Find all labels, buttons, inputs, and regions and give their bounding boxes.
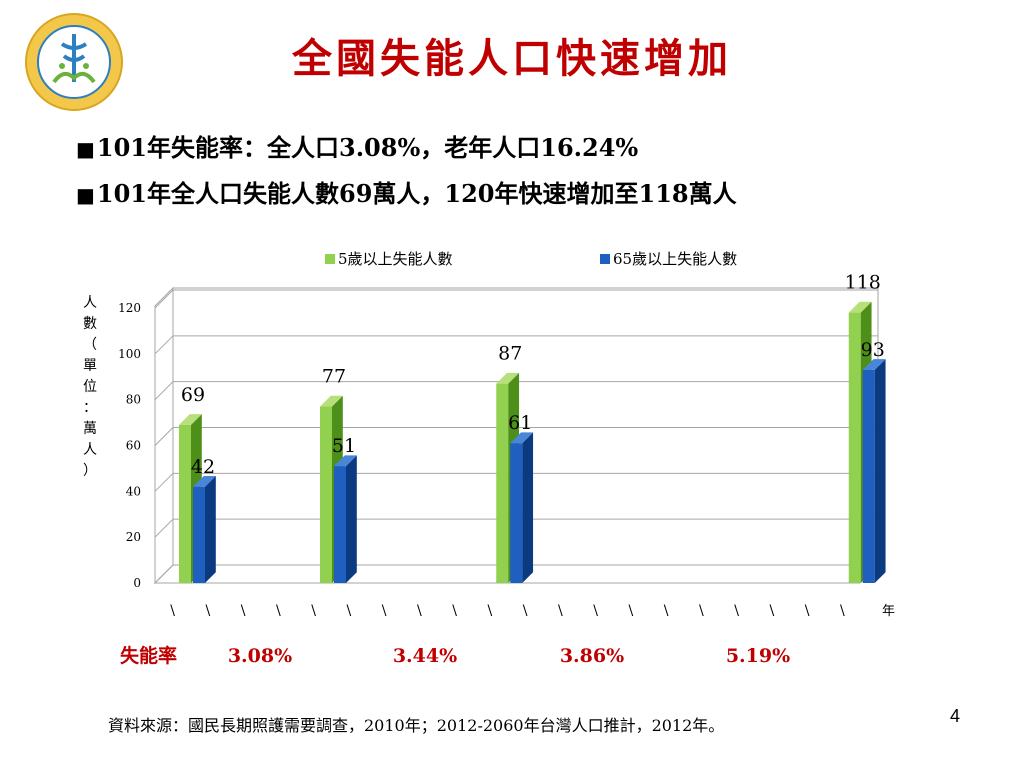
bar-side xyxy=(874,359,886,583)
y-gridline xyxy=(154,427,878,446)
bar-data-label: 42 xyxy=(191,456,215,478)
bar xyxy=(334,466,346,583)
bar-data-label: 87 xyxy=(498,343,522,365)
rate-value: 3.86% xyxy=(560,645,624,667)
rate-value: 3.08% xyxy=(228,645,292,667)
bar-top xyxy=(334,455,357,467)
bar xyxy=(320,406,332,583)
y-axis-label-char: 單 xyxy=(83,358,97,374)
bar xyxy=(510,443,523,583)
x-tick-label: \ xyxy=(629,603,634,619)
bar-data-label: 61 xyxy=(508,412,532,434)
legend-label: 5歲以上失能人數 xyxy=(338,250,453,268)
x-tick-label: \ xyxy=(417,603,422,619)
legend-label: 65歲以上失能人數 xyxy=(613,250,737,268)
bar xyxy=(862,369,875,583)
x-tick-label: \ xyxy=(241,603,246,619)
y-tick-label: 100 xyxy=(118,347,141,361)
rate-row-label: 失能率 xyxy=(120,644,177,667)
bar-data-label: 93 xyxy=(861,339,885,361)
bar-side xyxy=(205,475,216,583)
x-tick-label: \ xyxy=(347,603,352,619)
x-tick-label: \ xyxy=(206,603,211,619)
y-gridline xyxy=(154,381,878,401)
x-axis-suffix-label: 年 xyxy=(882,604,895,619)
rate-value: 3.44% xyxy=(393,645,457,667)
x-tick-label: \ xyxy=(805,603,810,619)
x-tick-label: \ xyxy=(840,603,845,619)
bullet-square-icon: ■ xyxy=(76,137,95,161)
y-gridline xyxy=(154,564,878,584)
y-tick-label: 120 xyxy=(118,301,141,315)
x-tick-label: \ xyxy=(382,603,387,619)
bullet-text: 101年失能率：全人口3.08%，老年人口16.24% xyxy=(96,133,639,162)
bar-data-label: 118 xyxy=(845,272,881,294)
slide-title: 全國失能人口快速增加 xyxy=(292,35,732,82)
y-axis-label-char: ） xyxy=(83,463,97,479)
x-tick-label: \ xyxy=(311,603,316,619)
source-citation: 資料來源：國民長期照護需要調查，2010年；2012-2060年台灣人口推計，2… xyxy=(108,716,725,735)
ministry-seal-logo xyxy=(25,13,123,111)
bullet-list: ■101年失能率：全人口3.08%，老年人口16.24% ■101年全人口失能人… xyxy=(76,130,737,222)
y-axis-label-char: ： xyxy=(83,400,97,416)
x-tick-label: \ xyxy=(488,603,493,619)
legend-swatch xyxy=(325,254,335,264)
bullet-item: ■101年全人口失能人數69萬人，120年快速增加至118萬人 xyxy=(76,176,737,222)
bar-side xyxy=(522,432,534,583)
bullet-square-icon: ■ xyxy=(76,183,95,207)
bar xyxy=(496,383,509,583)
x-tick-label: \ xyxy=(558,603,563,619)
y-axis-label-char: 萬 xyxy=(83,421,97,437)
bar-data-label: 77 xyxy=(322,366,346,388)
x-tick-label: \ xyxy=(734,603,739,619)
x-tick-label: \ xyxy=(770,603,775,619)
x-tick-label: \ xyxy=(276,603,281,619)
bar-top xyxy=(179,414,202,425)
bullet-item: ■101年失能率：全人口3.08%，老年人口16.24% xyxy=(76,130,737,176)
legend-swatch xyxy=(600,254,610,264)
rate-value: 5.19% xyxy=(726,645,790,667)
y-axis-label-char: 位 xyxy=(83,379,97,395)
bar-top xyxy=(320,395,343,407)
x-tick-label: \ xyxy=(523,603,528,619)
bar-top xyxy=(193,475,216,487)
y-axis-label-char: 人 xyxy=(83,295,97,311)
y-gridline xyxy=(154,289,878,309)
bar-top xyxy=(496,372,520,384)
x-tick-label: \ xyxy=(699,603,704,619)
bar-side xyxy=(346,455,357,583)
y-gridline xyxy=(154,518,878,538)
bar-data-label: 51 xyxy=(332,435,356,457)
bar-top xyxy=(848,301,872,313)
y-axis-label-char: 數 xyxy=(83,316,97,332)
x-tick-label: \ xyxy=(593,603,598,619)
bar-top xyxy=(510,432,534,444)
chart-side-wall xyxy=(154,286,174,585)
x-tick-label: \ xyxy=(664,603,669,619)
logo-figures-icon xyxy=(52,71,96,84)
y-tick-label: 20 xyxy=(126,530,141,544)
x-tick-label: \ xyxy=(452,603,457,619)
logo-snake-staff-icon xyxy=(60,34,88,82)
y-tick-label: 40 xyxy=(126,484,141,498)
bar xyxy=(848,312,861,583)
y-tick-label: 60 xyxy=(126,439,141,453)
y-axis-label-char: 人 xyxy=(83,442,97,458)
y-gridline xyxy=(154,472,878,492)
y-tick-label: 0 xyxy=(133,576,141,590)
page-number: 4 xyxy=(950,706,961,726)
y-gridline xyxy=(154,335,878,355)
y-axis-label-char: （ xyxy=(83,337,97,353)
x-tick-label: \ xyxy=(170,603,175,619)
y-tick-label: 80 xyxy=(126,393,141,407)
bullet-text: 101年全人口失能人數69萬人，120年快速增加至118萬人 xyxy=(96,179,737,208)
bar xyxy=(193,486,205,583)
bar-data-label: 69 xyxy=(181,384,205,406)
bar xyxy=(179,424,191,583)
bar-top xyxy=(862,359,886,370)
